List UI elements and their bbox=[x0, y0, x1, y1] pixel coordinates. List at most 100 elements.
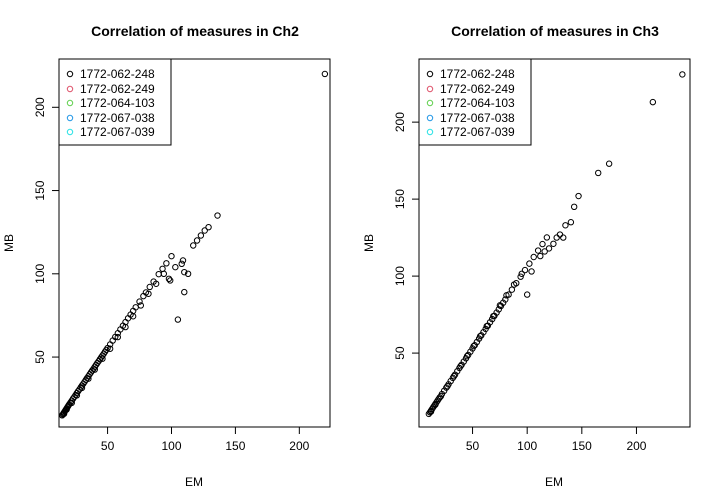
legend-box bbox=[418, 58, 532, 146]
data-point bbox=[152, 280, 160, 287]
data-point bbox=[174, 316, 182, 323]
data-point bbox=[137, 302, 145, 309]
legend-marker bbox=[66, 70, 74, 78]
data-point bbox=[172, 263, 179, 271]
legend-marker bbox=[426, 70, 434, 78]
data-point bbox=[179, 257, 187, 264]
data-point bbox=[560, 234, 567, 241]
x-tick-label: 200 bbox=[626, 439, 646, 453]
data-point bbox=[470, 342, 477, 350]
data-point bbox=[99, 355, 106, 362]
legend-label: 1772-062-249 bbox=[80, 82, 155, 96]
y-axis-label: MB bbox=[362, 234, 376, 252]
data-point bbox=[518, 270, 525, 277]
data-point bbox=[521, 266, 529, 274]
legend-marker bbox=[66, 85, 74, 93]
data-point bbox=[197, 232, 205, 239]
y-axis-label: MB bbox=[2, 234, 16, 252]
data-point bbox=[168, 252, 175, 260]
legend-label: 1772-067-038 bbox=[440, 111, 515, 125]
data-point bbox=[463, 352, 471, 360]
y-axis: 50 100 150 200 bbox=[393, 112, 420, 360]
data-point bbox=[567, 219, 575, 226]
x-tick-label: 150 bbox=[572, 439, 592, 453]
data-point bbox=[534, 247, 542, 254]
data-point bbox=[85, 375, 92, 382]
chart-panel-ch3: Correlation of measures in Ch3 50 100 150 2… bbox=[362, 23, 691, 489]
legend-box bbox=[58, 58, 172, 146]
data-point bbox=[476, 332, 484, 340]
data-points bbox=[425, 71, 686, 418]
data-point bbox=[205, 223, 212, 231]
y-tick-label: 50 bbox=[393, 346, 407, 360]
y-tick-label: 150 bbox=[393, 189, 407, 209]
data-point bbox=[106, 345, 114, 352]
legend-marker bbox=[66, 99, 74, 107]
data-point bbox=[437, 393, 445, 400]
x-tick-label: 200 bbox=[289, 439, 309, 453]
data-point bbox=[556, 231, 564, 238]
data-point bbox=[163, 260, 170, 267]
y-axis: 50 100 150 200 bbox=[33, 97, 60, 364]
data-point bbox=[427, 408, 435, 415]
legend-label: 1772-062-248 bbox=[440, 67, 515, 81]
data-point bbox=[605, 160, 613, 167]
data-point bbox=[537, 252, 544, 260]
data-point bbox=[502, 296, 509, 303]
data-point bbox=[503, 292, 510, 299]
data-point bbox=[160, 270, 168, 278]
data-point bbox=[321, 70, 329, 78]
data-point bbox=[190, 242, 197, 249]
x-axis: 50 100 150 200 bbox=[101, 426, 310, 453]
legend: 1772-062-248 1772-062-249 1772-064-103 1… bbox=[58, 58, 172, 146]
data-point bbox=[444, 382, 451, 390]
data-point bbox=[457, 362, 464, 370]
data-point bbox=[510, 281, 518, 288]
data-point bbox=[528, 268, 535, 275]
data-point bbox=[541, 248, 548, 255]
data-point bbox=[575, 192, 582, 200]
data-point bbox=[432, 401, 439, 408]
data-point bbox=[155, 270, 162, 278]
data-point bbox=[193, 237, 201, 244]
data-point bbox=[523, 291, 531, 298]
legend-label: 1772-067-038 bbox=[80, 111, 155, 125]
legend-label: 1772-062-248 bbox=[80, 67, 155, 81]
x-tick-label: 50 bbox=[466, 439, 480, 453]
y-tick-label: 50 bbox=[33, 350, 47, 364]
chart-title: Correlation of measures in Ch3 bbox=[451, 23, 659, 39]
data-point bbox=[562, 222, 569, 229]
data-point bbox=[679, 71, 686, 78]
data-point bbox=[550, 240, 557, 247]
data-point bbox=[483, 322, 490, 330]
data-point bbox=[167, 277, 174, 284]
legend-marker bbox=[66, 114, 74, 122]
data-point bbox=[73, 392, 81, 399]
data-point bbox=[595, 169, 602, 177]
data-point bbox=[553, 234, 560, 241]
data-point bbox=[214, 212, 221, 219]
data-point bbox=[114, 333, 122, 341]
data-point bbox=[530, 253, 537, 261]
y-tick-label: 100 bbox=[33, 263, 47, 283]
y-tick-label: 150 bbox=[33, 180, 47, 200]
data-point bbox=[181, 288, 188, 296]
chart-panel-ch2: Correlation of measures in Ch2 50 100 150 2… bbox=[2, 23, 331, 489]
data-point bbox=[136, 298, 143, 305]
legend-marker bbox=[426, 85, 434, 93]
data-point bbox=[490, 312, 497, 320]
x-tick-label: 50 bbox=[101, 439, 115, 453]
data-point bbox=[649, 98, 657, 106]
data-point bbox=[184, 270, 192, 278]
data-point bbox=[545, 245, 553, 252]
legend-label: 1772-062-249 bbox=[440, 82, 515, 96]
legend-label: 1772-064-103 bbox=[80, 96, 155, 110]
data-point bbox=[146, 283, 153, 291]
legend-marker bbox=[426, 128, 434, 136]
data-point bbox=[63, 406, 70, 413]
legend-label: 1772-067-039 bbox=[80, 125, 155, 139]
y-tick-label: 100 bbox=[393, 266, 407, 286]
y-tick-label: 200 bbox=[393, 112, 407, 132]
x-axis: 50 100 150 200 bbox=[466, 426, 647, 453]
